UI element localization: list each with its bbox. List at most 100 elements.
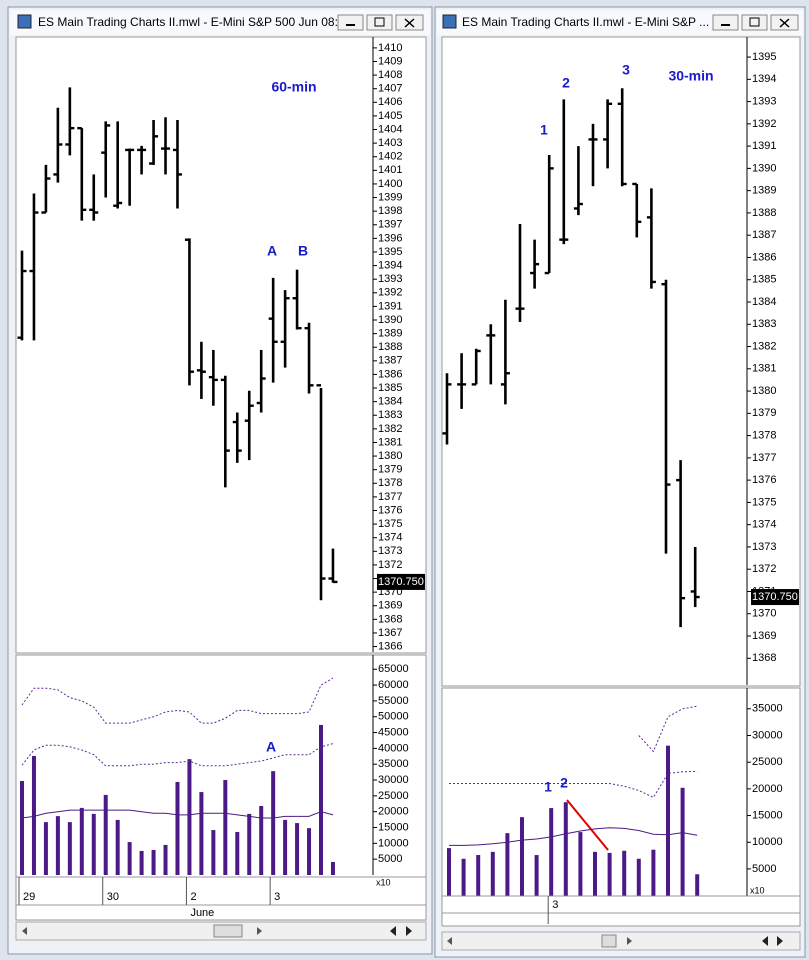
y-tick-label: 1389 <box>752 185 776 197</box>
y-tick-label: 1387 <box>378 355 402 367</box>
y-tick-label: 60000 <box>378 679 409 691</box>
volume-bar <box>578 832 583 896</box>
y-tick-label: 30000 <box>752 729 783 741</box>
y-tick-label: 1392 <box>752 118 776 130</box>
volume-bar <box>330 862 335 875</box>
annotation: B <box>298 243 308 259</box>
volume-bar <box>67 822 72 875</box>
minimize-button[interactable] <box>712 14 739 31</box>
volume-bar <box>534 855 539 896</box>
volume-bar <box>283 819 288 875</box>
restore-button[interactable] <box>741 14 768 31</box>
y-tick-label: 1381 <box>378 436 402 448</box>
x-tick-label: 2 <box>190 891 196 903</box>
scroll-right[interactable] <box>257 927 262 935</box>
annotation: 3 <box>622 62 630 78</box>
volume-bar <box>271 771 276 875</box>
minimize-button[interactable] <box>337 14 364 31</box>
toolbar-arrows[interactable] <box>762 936 783 946</box>
y-tick-label: 1402 <box>378 151 402 163</box>
y-tick-label: 1395 <box>378 246 402 258</box>
y-tick-label: 1393 <box>752 95 776 107</box>
indicator-line <box>638 705 698 753</box>
icon <box>374 17 385 27</box>
volume-bar <box>127 842 132 875</box>
y-tick-label: 1374 <box>378 532 402 544</box>
volume-bar <box>490 851 495 896</box>
y-tick-label: 1394 <box>752 73 776 85</box>
volume-bar <box>139 850 144 875</box>
y-tick-label: 1372 <box>378 559 402 571</box>
y-tick-label: 1392 <box>378 287 402 299</box>
volume-bar <box>235 831 240 875</box>
volume-bar <box>695 874 700 896</box>
volume-bar <box>505 833 510 896</box>
y-tick-label: 1401 <box>378 164 402 176</box>
icon <box>749 17 760 27</box>
window-buttons[interactable] <box>712 14 799 31</box>
volume-bar <box>651 849 656 896</box>
last-price-tag <box>751 589 799 606</box>
y-tick-label: 10000 <box>752 836 783 848</box>
volume-bar <box>187 759 192 875</box>
scroll-thumb[interactable] <box>213 924 243 938</box>
y-tick-label: 1388 <box>378 341 402 353</box>
y-tick-label: 1410 <box>378 42 402 54</box>
y-tick-label: 1366 <box>378 640 402 652</box>
y-tick-label: 1376 <box>752 474 776 486</box>
last-price-label: 1370.750 <box>378 576 424 588</box>
x-tick-label: 30 <box>107 891 119 903</box>
y-tick-label: 1404 <box>378 123 402 135</box>
y-tick-label: 1375 <box>378 518 402 530</box>
y-tick-label: 1367 <box>378 627 402 639</box>
y-tick-label: 1385 <box>752 274 776 286</box>
y-tick-label: 1391 <box>752 140 776 152</box>
y-tick-label: 1377 <box>752 452 776 464</box>
volume-bar <box>151 849 156 875</box>
indicator-line <box>449 827 698 846</box>
scroll-left[interactable] <box>22 927 27 935</box>
y-tick-label: 15000 <box>378 821 409 833</box>
volume-bar <box>295 823 300 875</box>
y-tick-label: 20000 <box>752 783 783 795</box>
y-tick-label: 1390 <box>378 314 402 326</box>
y-tick-label: 1398 <box>378 205 402 217</box>
y-tick-label: 1373 <box>378 545 402 557</box>
y-tick-label: 1395 <box>752 51 776 63</box>
volume-bar <box>461 858 466 896</box>
window-buttons[interactable] <box>337 14 424 31</box>
restore-button[interactable] <box>366 14 393 31</box>
y-tick-label: 1378 <box>752 430 776 442</box>
y-tick-label: 1386 <box>378 368 402 380</box>
toolbar-arrows[interactable] <box>390 926 412 936</box>
axis-note: x10 <box>376 877 391 887</box>
app-icon <box>442 14 457 29</box>
y-tick-label: 30000 <box>378 774 409 786</box>
indicator-line <box>21 809 334 819</box>
y-tick-label: 1380 <box>378 450 402 462</box>
axis-note: x10 <box>750 885 765 895</box>
right-window: ES Main Trading Charts II.mwl - E-Mini S… <box>434 6 806 958</box>
y-tick-label: 1386 <box>752 251 776 263</box>
y-tick-label: 1373 <box>752 541 776 553</box>
volume-bar <box>680 787 685 896</box>
scroll-left[interactable] <box>447 937 452 945</box>
scroll-right[interactable] <box>627 937 632 945</box>
volume-bar <box>247 813 252 875</box>
volume-bar <box>115 819 120 875</box>
y-tick-label: 1394 <box>378 259 402 271</box>
y-tick-label: 1405 <box>378 110 402 122</box>
volume-bar <box>476 855 481 896</box>
volume-bar <box>549 808 554 896</box>
y-tick-label: 1372 <box>752 563 776 575</box>
y-tick-label: 1375 <box>752 496 776 508</box>
y-tick-label: 1379 <box>378 464 402 476</box>
x-tick-label: 29 <box>23 891 35 903</box>
volume-bar <box>593 851 597 896</box>
scroll-thumb[interactable] <box>601 934 617 948</box>
indicator-line <box>449 770 698 799</box>
y-tick-label: 1389 <box>378 328 402 340</box>
scrollbar[interactable] <box>441 931 801 951</box>
